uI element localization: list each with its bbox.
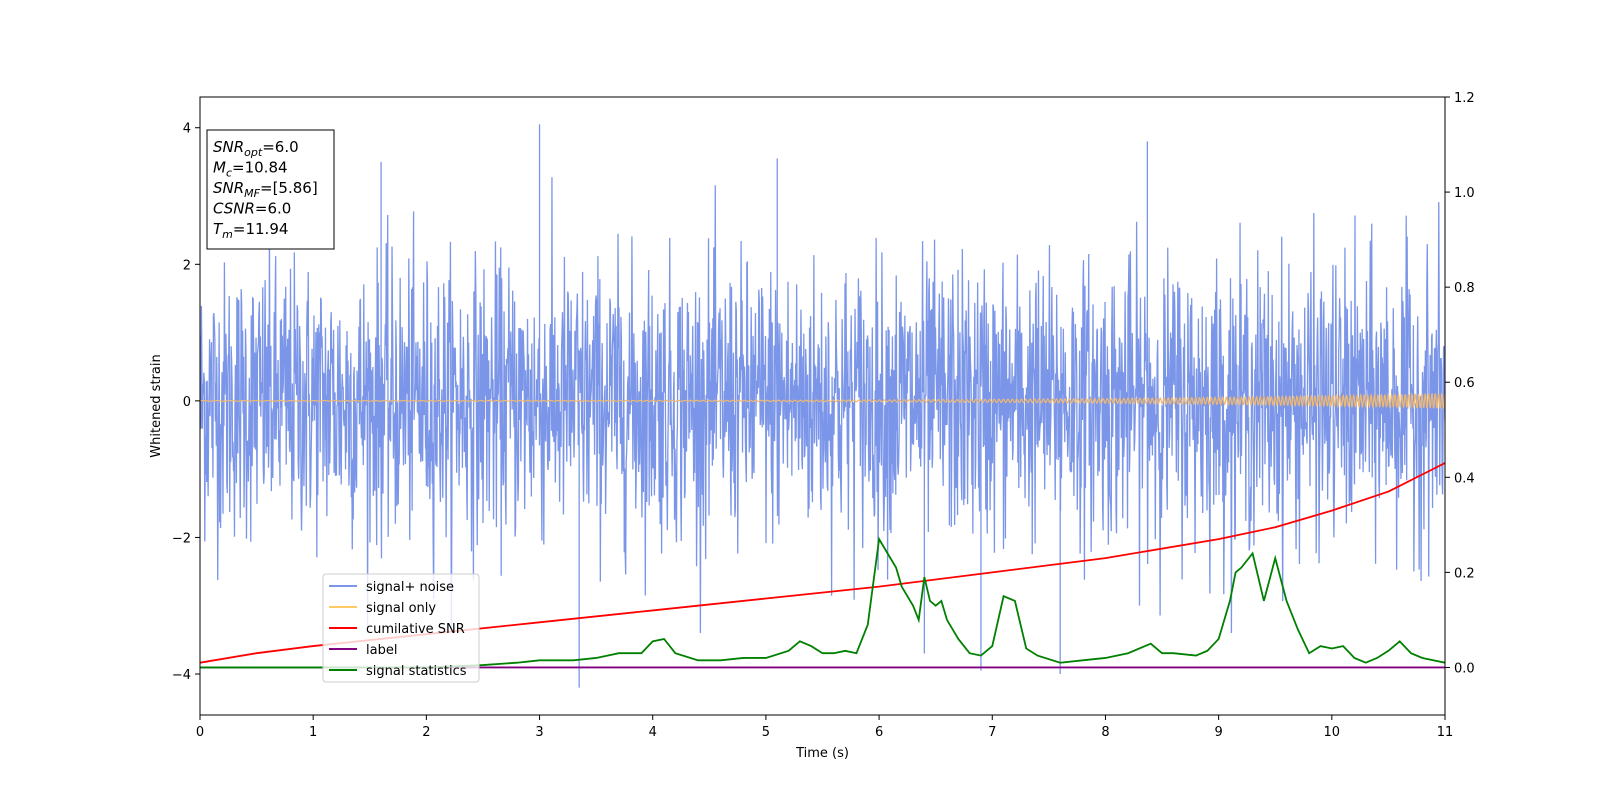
legend-label: signal statistics <box>366 664 467 679</box>
annotation-value: =11.94 <box>233 220 289 238</box>
annotation-symbol: T <box>213 220 224 238</box>
y-tick-label: −2 <box>172 531 191 546</box>
annotation-subscript: MF <box>244 187 260 200</box>
annotation-subscript: c <box>226 167 232 180</box>
x-tick-label: 8 <box>1101 725 1109 740</box>
y-right-tick-label: 0.2 <box>1454 566 1475 581</box>
y-right-tick-label: 0.6 <box>1454 376 1475 391</box>
x-tick-label: 7 <box>988 725 996 740</box>
annotation-line: Tm=11.94 <box>213 220 288 241</box>
x-tick-label: 11 <box>1437 725 1454 740</box>
annotation-symbol: SNR <box>213 179 244 197</box>
y-axis-right: 1.2 1.0 0.8 0.6 0.4 0.2 0.0 <box>1445 91 1475 676</box>
annotation-frame <box>206 129 335 250</box>
x-tick-label: 10 <box>1324 725 1341 740</box>
legend-label: cumilative SNR <box>366 622 465 637</box>
x-tick-label: 3 <box>535 725 543 740</box>
x-axis-label: Time (s) <box>795 746 849 761</box>
annotation-subscript: m <box>222 228 233 241</box>
annotation-symbol: M <box>213 159 226 177</box>
legend-frame <box>322 573 480 683</box>
y-tick-label: 2 <box>183 258 191 273</box>
x-tick-label: 9 <box>1214 725 1222 740</box>
legend-label: signal+ noise <box>366 580 454 595</box>
annotation-symbol: CSNR <box>213 200 255 218</box>
annotation-subscript: opt <box>244 146 263 159</box>
annotation-line: SNRopt=6.0 <box>213 138 299 159</box>
y-axis-left: 4 2 0 −2 −4 <box>172 122 200 683</box>
x-tick-label: 5 <box>762 725 770 740</box>
annotation-line: Mc=10.84 <box>213 159 288 180</box>
x-axis: 0 1 2 3 4 5 6 7 8 9 10 11 <box>196 715 1453 740</box>
y-right-tick-label: 1.2 <box>1454 91 1475 106</box>
x-tick-label: 0 <box>196 725 204 740</box>
annotation-value: =[5.86] <box>260 179 318 197</box>
legend-label: label <box>366 643 397 658</box>
annotation-value: =6.0 <box>262 138 298 156</box>
y-axis-label: Whitened strain <box>149 354 164 457</box>
x-tick-label: 4 <box>649 725 657 740</box>
series-line-signal-only <box>200 392 1445 410</box>
x-tick-label: 6 <box>875 725 883 740</box>
y-right-tick-label: 0.4 <box>1454 471 1475 486</box>
y-tick-label: −4 <box>172 668 191 683</box>
annotation-value: =6.0 <box>255 200 291 218</box>
y-right-tick-label: 0.8 <box>1454 281 1475 296</box>
annotation-symbol: SNR <box>213 138 244 156</box>
series-line-signal-noise <box>200 177 1445 634</box>
y-tick-label: 4 <box>183 122 191 137</box>
series-line-signal-statistics <box>200 536 1445 669</box>
y-right-tick-label: 1.0 <box>1454 186 1475 201</box>
annotation-box: SNRopt=6.0Mc=10.84SNRMF=[5.86]CSNR=6.0Tm… <box>206 129 335 250</box>
legend: signal+ noise signal only cumilative SNR la… <box>322 573 480 683</box>
legend-label: signal only <box>366 601 436 616</box>
x-tick-label: 2 <box>422 725 430 740</box>
x-tick-label: 1 <box>309 725 317 740</box>
y-tick-label: 0 <box>183 395 191 410</box>
axes-frame <box>199 96 1446 716</box>
annotation-line: CSNR=6.0 <box>213 200 291 218</box>
y-right-tick-label: 0.0 <box>1454 661 1475 676</box>
annotation-value: =10.84 <box>232 159 288 177</box>
annotation-line: SNRMF=[5.86] <box>213 179 318 200</box>
